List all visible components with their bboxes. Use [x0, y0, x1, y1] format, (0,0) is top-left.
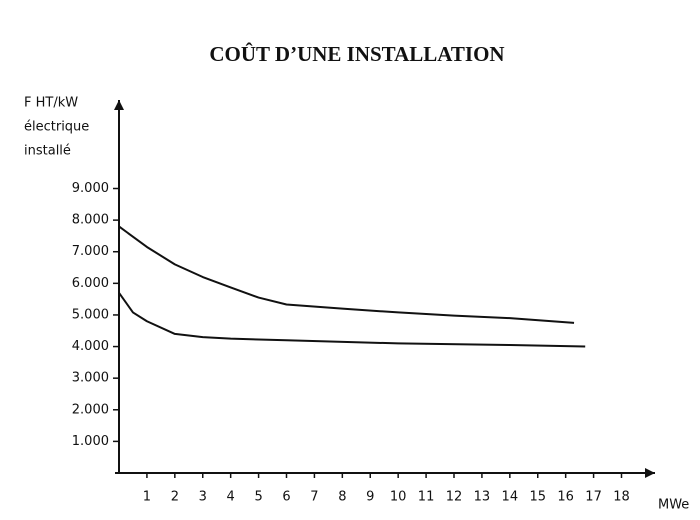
line-series [118, 225, 575, 324]
x-tick-label: 17 [585, 490, 602, 505]
x-axis-label: MWe [658, 498, 689, 513]
x-tick-label: 2 [171, 490, 179, 505]
y-tick-label: 9.000 [72, 181, 109, 196]
x-tick-label: 16 [557, 490, 574, 505]
x-tick-label: 13 [474, 490, 491, 505]
chart-title: COÛT D’UNE INSTALLATION [209, 42, 504, 66]
x-tick-label: 4 [227, 490, 235, 505]
y-tick-label: 1.000 [72, 434, 109, 449]
y-tick-label: 3.000 [72, 371, 109, 386]
y-axis-label: F HT/kW [24, 96, 78, 111]
y-axis-arrow [114, 100, 124, 110]
y-tick-label: 8.000 [72, 213, 109, 228]
y-tick-label: 5.000 [72, 307, 109, 322]
x-tick-label: 3 [199, 490, 207, 505]
x-tick-label: 1 [143, 490, 151, 505]
x-tick-label: 7 [310, 490, 318, 505]
x-tick-label: 8 [338, 490, 346, 505]
line-series [118, 292, 586, 348]
x-tick-label: 11 [418, 490, 435, 505]
x-tick-label: 6 [282, 490, 290, 505]
x-tick-label: 15 [529, 490, 546, 505]
y-axis-label: électrique [24, 120, 89, 135]
x-tick-label: 9 [366, 490, 374, 505]
x-tick-label: 12 [446, 490, 463, 505]
y-tick-label: 4.000 [72, 339, 109, 354]
x-tick-label: 18 [613, 490, 630, 505]
y-tick-label: 6.000 [72, 276, 109, 291]
x-axis-arrow [645, 468, 655, 478]
x-tick-label: 10 [390, 490, 407, 505]
y-tick-label: 7.000 [72, 244, 109, 259]
y-tick-label: 2.000 [72, 402, 109, 417]
y-axis-label: installé [24, 144, 71, 159]
x-tick-label: 14 [502, 490, 519, 505]
x-tick-label: 5 [254, 490, 262, 505]
